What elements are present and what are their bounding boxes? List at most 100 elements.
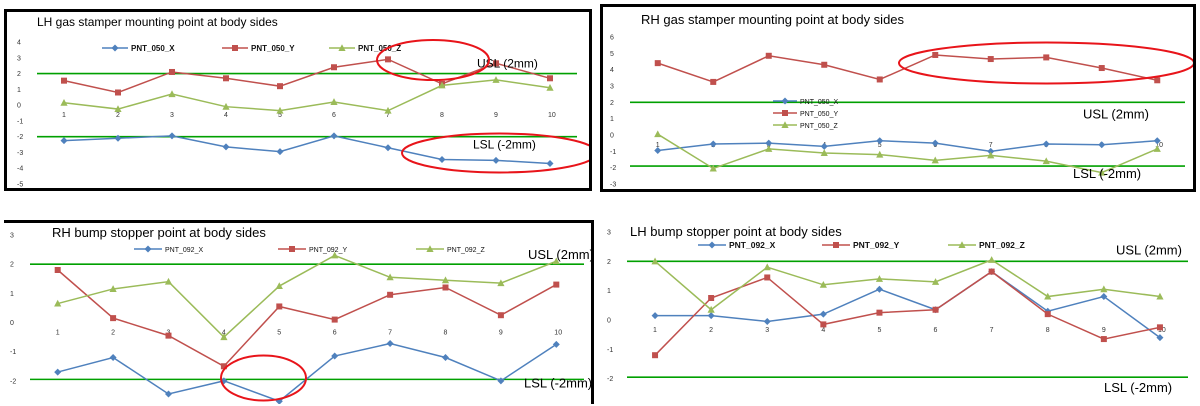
data-point: [763, 317, 771, 325]
lsl-label: LSL (-2mm): [473, 138, 536, 152]
data-point: [114, 134, 122, 142]
chart-title: LH gas stamper mounting point at body si…: [37, 15, 278, 29]
x-tick-label: 10: [548, 112, 556, 119]
lsl-label: LSL (-2mm): [524, 375, 591, 390]
x-tick-label: 10: [554, 330, 562, 337]
y-tick-label: 2: [17, 71, 21, 78]
data-point: [552, 257, 560, 265]
y-tick-label: 1: [610, 116, 614, 123]
data-point: [765, 145, 773, 152]
series-line: [655, 270, 1161, 339]
data-point: [330, 98, 338, 105]
data-point: [1154, 77, 1161, 84]
series-pnt-092-x: [54, 340, 560, 404]
data-point: [931, 139, 939, 147]
legend-marker: [708, 241, 716, 249]
data-point: [275, 397, 283, 404]
data-point: [54, 299, 62, 307]
x-tick-label: 8: [444, 330, 448, 337]
x-tick-label: 5: [878, 142, 882, 149]
series-pnt-050-x: [654, 137, 1161, 155]
data-point: [707, 305, 715, 313]
y-tick-label: -2: [17, 134, 23, 141]
legend-marker: [111, 44, 119, 52]
x-tick-label: 8: [1046, 327, 1050, 334]
legend-marker: [958, 241, 966, 248]
legend-item: PNT_092_X: [134, 245, 203, 254]
x-tick-label: 1: [56, 330, 60, 337]
legend-item: PNT_050_Z: [329, 44, 401, 53]
data-point: [552, 340, 560, 348]
data-point: [820, 142, 828, 150]
data-point: [546, 159, 554, 167]
chart-title: RH bump stopper point at body sides: [52, 225, 266, 240]
usl-label: USL (2mm): [1083, 106, 1149, 121]
y-tick-label: 1: [10, 291, 14, 298]
data-point: [1043, 54, 1050, 61]
data-point: [168, 132, 176, 140]
data-point: [384, 144, 392, 152]
data-point: [442, 284, 449, 291]
data-point: [1153, 145, 1161, 152]
highlight-ellipse: [220, 354, 307, 402]
data-point: [1156, 324, 1163, 331]
legend: PNT_092_X PNT_092_Y PNT_092_Z: [698, 240, 1025, 250]
data-point: [931, 278, 940, 285]
data-point: [114, 105, 122, 113]
x-tick-label: 7: [388, 330, 392, 337]
series-pnt-050-x: [60, 132, 554, 167]
usl-label: USL (2mm): [477, 57, 538, 71]
data-point: [875, 285, 883, 293]
y-tick-label: 2: [10, 262, 14, 269]
data-point: [1100, 285, 1108, 293]
data-point: [1100, 336, 1107, 343]
data-point: [1100, 293, 1108, 301]
series-line: [654, 259, 1161, 311]
data-point: [168, 90, 176, 98]
legend-label: PNT_050_Z: [358, 44, 401, 53]
data-point: [765, 52, 772, 59]
x-tick-label: 5: [278, 112, 282, 119]
x-tick-label: 1: [653, 327, 657, 334]
y-tick-label: 6: [610, 35, 614, 42]
data-point: [654, 147, 662, 155]
data-point: [932, 51, 939, 58]
data-point: [763, 263, 771, 271]
chart-panel-lh-gas-stamper: LH gas stamper mounting point at body si…: [4, 9, 592, 191]
data-point: [988, 268, 995, 275]
legend-marker: [781, 121, 789, 128]
data-point: [820, 321, 827, 328]
x-tick-label: 9: [499, 330, 503, 337]
data-point: [819, 281, 827, 288]
data-point: [654, 130, 662, 138]
data-point: [331, 251, 339, 259]
legend: PNT_092_X PNT_092_Y PNT_092_Z: [134, 245, 485, 254]
data-point: [276, 148, 284, 156]
data-point: [1042, 140, 1050, 148]
data-point: [220, 363, 227, 370]
data-point: [651, 312, 659, 320]
legend-item: PNT_092_Y: [822, 240, 900, 250]
data-point: [821, 61, 828, 68]
data-point: [1156, 334, 1164, 342]
series-line: [63, 135, 551, 165]
data-point: [553, 281, 560, 288]
data-point: [331, 64, 337, 71]
y-tick-label: 1: [17, 87, 21, 94]
y-tick-label: -1: [17, 118, 23, 125]
data-point: [223, 75, 229, 82]
data-point: [115, 89, 121, 96]
y-tick-label: 0: [10, 320, 14, 327]
data-point: [220, 333, 228, 341]
data-point: [710, 78, 717, 85]
data-point: [708, 295, 715, 301]
y-tick-label: -1: [610, 149, 616, 156]
x-tick-label: 7: [386, 112, 390, 119]
x-tick-label: 10: [1158, 327, 1166, 334]
data-point: [54, 368, 62, 376]
data-point: [1153, 137, 1161, 145]
series-line: [57, 342, 557, 403]
legend-label: PNT_092_Y: [309, 247, 347, 254]
legend-marker: [144, 245, 152, 253]
lsl-label: LSL (-2mm): [1073, 166, 1141, 181]
